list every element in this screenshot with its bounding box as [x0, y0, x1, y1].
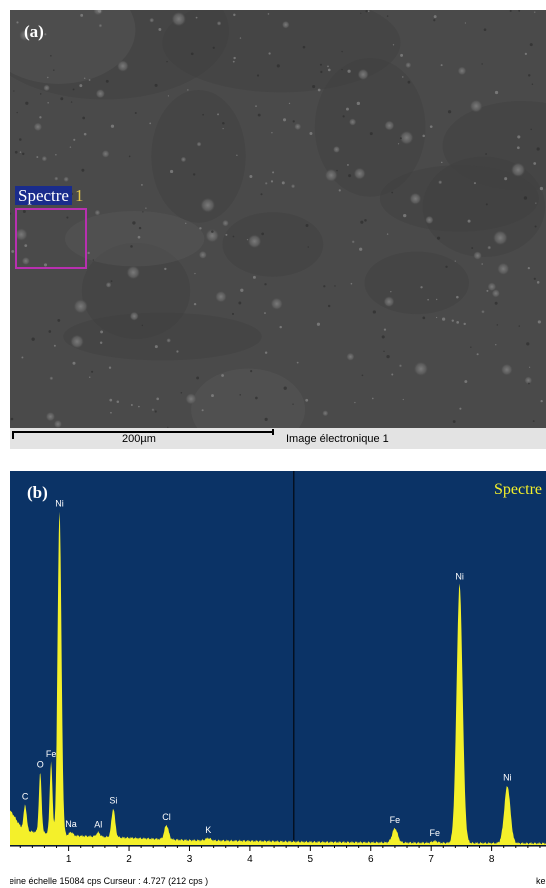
peak-label: O	[37, 760, 44, 770]
peak-label: Al	[94, 819, 102, 829]
x-tick-label: 2	[126, 854, 132, 865]
spectrum-region-box	[15, 208, 87, 269]
peak-label: Ni	[55, 498, 64, 508]
scale-cursor-readout: Pleine échelle 15084 cps Curseur : 4.727…	[10, 876, 208, 886]
spectrum-title: Spectre	[494, 481, 542, 498]
x-tick-label: 4	[247, 854, 253, 865]
eds-spectrum-panel: C O Fe Ni Na Al Si Cl K Fe Fe Ni Ni 1 2 3 4 5 6 7 8 Pleine éc…	[10, 471, 546, 888]
sem-micrograph-texture	[10, 10, 546, 428]
scale-bar-text: 200µm	[122, 433, 156, 445]
peak-label: Fe	[46, 749, 57, 759]
peak-label: Cl	[162, 812, 171, 822]
peak-label: Fe	[430, 828, 441, 838]
axis-area	[10, 846, 546, 888]
peak-label: Fe	[390, 815, 401, 825]
peak-label: Na	[65, 819, 77, 829]
x-tick-label: 5	[308, 854, 314, 865]
spectrum-region-label: Spectre 1	[15, 185, 83, 207]
scale-bar-line	[12, 431, 274, 433]
axis-unit-label: ke	[536, 876, 546, 886]
scale-bar-tick-right	[272, 429, 274, 435]
peak-label: K	[205, 825, 211, 835]
x-tick-label: 3	[187, 854, 193, 865]
sem-image-panel: (a) Spectre 1	[10, 10, 546, 428]
peak-label: Ni	[455, 571, 464, 581]
x-tick-label: 8	[489, 854, 495, 865]
x-tick-label: 1	[66, 854, 72, 865]
peak-label: Si	[109, 795, 117, 805]
peak-label: C	[22, 792, 29, 802]
spectrum-label-number: 1	[74, 186, 84, 205]
peak-label: Ni	[503, 773, 512, 783]
x-tick-label: 7	[428, 854, 434, 865]
scale-bar-tick-left	[12, 431, 14, 439]
scale-bar-strip: 200µm Image électronique 1	[10, 428, 546, 449]
x-tick-label: 6	[368, 854, 374, 865]
image-caption: Image électronique 1	[286, 433, 389, 445]
panel-b-label: (b)	[27, 483, 48, 502]
panel-a-label: (a)	[24, 22, 44, 41]
spectrum-series-area	[10, 511, 546, 845]
spectrum-label-name: Spectre	[15, 186, 72, 205]
